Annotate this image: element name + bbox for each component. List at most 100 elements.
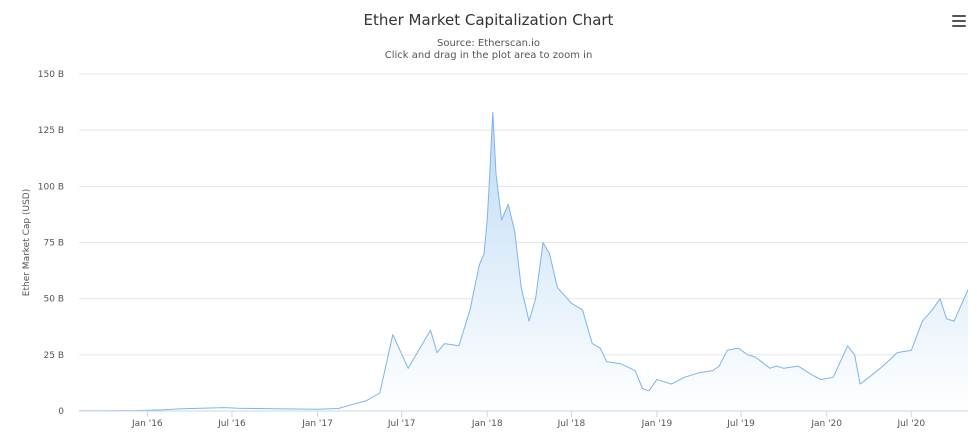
x-tick-label: Jan '18 <box>471 419 503 429</box>
data-point <box>882 366 883 367</box>
chart-title: Ether Market Capitalization Chart <box>363 11 614 29</box>
data-point <box>738 348 739 349</box>
y-tick-label: 0 <box>58 407 64 417</box>
data-point <box>854 354 855 355</box>
data-point <box>946 318 947 319</box>
data-point <box>422 343 423 344</box>
data-point <box>776 366 777 367</box>
data-point <box>649 390 650 391</box>
data-point <box>338 408 339 409</box>
y-tick-label: 150 B <box>38 70 64 80</box>
data-point <box>719 366 720 367</box>
data-point <box>529 321 530 322</box>
data-point <box>671 384 672 385</box>
x-tick-label: Jan '19 <box>641 419 673 429</box>
data-point <box>911 350 912 351</box>
hamburger-menu-icon[interactable] <box>952 15 966 27</box>
data-point <box>968 289 969 290</box>
x-tick-label: Jul '20 <box>896 419 925 429</box>
data-point <box>479 265 480 266</box>
data-point <box>606 361 607 362</box>
data-point <box>747 354 748 355</box>
data-point <box>274 408 275 409</box>
data-point <box>238 408 239 409</box>
series-area-fill <box>79 112 968 411</box>
data-point <box>684 377 685 378</box>
data-point <box>642 388 643 389</box>
x-tick-label: Jul '19 <box>726 419 755 429</box>
data-point <box>582 309 583 310</box>
data-point <box>932 309 933 310</box>
data-point <box>535 298 536 299</box>
data-point <box>392 334 393 335</box>
data-point <box>557 287 558 288</box>
x-tick-label: Jul '17 <box>387 419 416 429</box>
data-point <box>833 377 834 378</box>
menu-bar <box>952 25 966 27</box>
data-point <box>501 220 502 221</box>
menu-bar <box>952 20 966 22</box>
data-point <box>508 204 509 205</box>
chart-subtitle-source: Source: Etherscan.io <box>437 38 540 49</box>
data-point <box>727 350 728 351</box>
data-point <box>812 375 813 376</box>
data-point <box>847 345 848 346</box>
data-point <box>398 348 399 349</box>
data-point <box>365 400 366 401</box>
data-point <box>571 303 572 304</box>
axes: 0 25 B 50 B 75 B 100 B 125 B 150 B Jan '16 Jul '… <box>38 70 968 429</box>
data-point <box>620 363 621 364</box>
y-tick-label: 50 B <box>44 295 65 305</box>
data-point <box>922 321 923 322</box>
data-point <box>860 384 861 385</box>
data-point <box>224 407 225 408</box>
data-point <box>430 330 431 331</box>
x-tick-label: Jan '20 <box>810 419 842 429</box>
data-point <box>869 377 870 378</box>
x-tick-label: Jul '18 <box>557 419 586 429</box>
data-point <box>656 379 657 380</box>
x-tick-label: Jul '16 <box>217 419 246 429</box>
data-point <box>470 309 471 310</box>
data-point <box>489 186 490 187</box>
data-point <box>437 352 438 353</box>
data-point <box>351 404 352 405</box>
chart-subtitle-hint: Click and drag in the plot area to zoom … <box>384 50 593 61</box>
data-point <box>543 242 544 243</box>
data-point <box>444 343 445 344</box>
y-axis-label: Ether Market Cap (USD) <box>22 189 32 296</box>
data-point <box>484 253 485 254</box>
y-tick-label: 75 B <box>44 239 65 249</box>
data-point <box>487 220 488 221</box>
menu-bar <box>952 15 966 17</box>
data-point <box>161 409 162 410</box>
y-tick-label: 100 B <box>38 182 64 192</box>
series-line <box>79 111 969 412</box>
y-tick-label: 25 B <box>44 351 65 361</box>
data-point <box>821 379 822 380</box>
data-point <box>379 393 380 394</box>
x-tick-label: Jan '16 <box>131 419 163 429</box>
data-point <box>783 368 784 369</box>
data-point <box>408 368 409 369</box>
data-point <box>181 408 182 409</box>
y-tick-label: 125 B <box>38 126 64 136</box>
data-point <box>600 348 601 349</box>
data-point <box>755 357 756 358</box>
data-point <box>698 372 699 373</box>
data-point <box>496 175 497 176</box>
data-point <box>317 409 318 410</box>
data-point <box>897 352 898 353</box>
data-point <box>769 368 770 369</box>
data-point <box>458 345 459 346</box>
series-area <box>79 111 969 412</box>
x-tick-label: Jan '17 <box>301 419 333 429</box>
data-point <box>712 370 713 371</box>
data-point <box>521 287 522 288</box>
data-point <box>954 321 955 322</box>
data-point <box>798 366 799 367</box>
data-point <box>940 298 941 299</box>
data-point <box>549 253 550 254</box>
